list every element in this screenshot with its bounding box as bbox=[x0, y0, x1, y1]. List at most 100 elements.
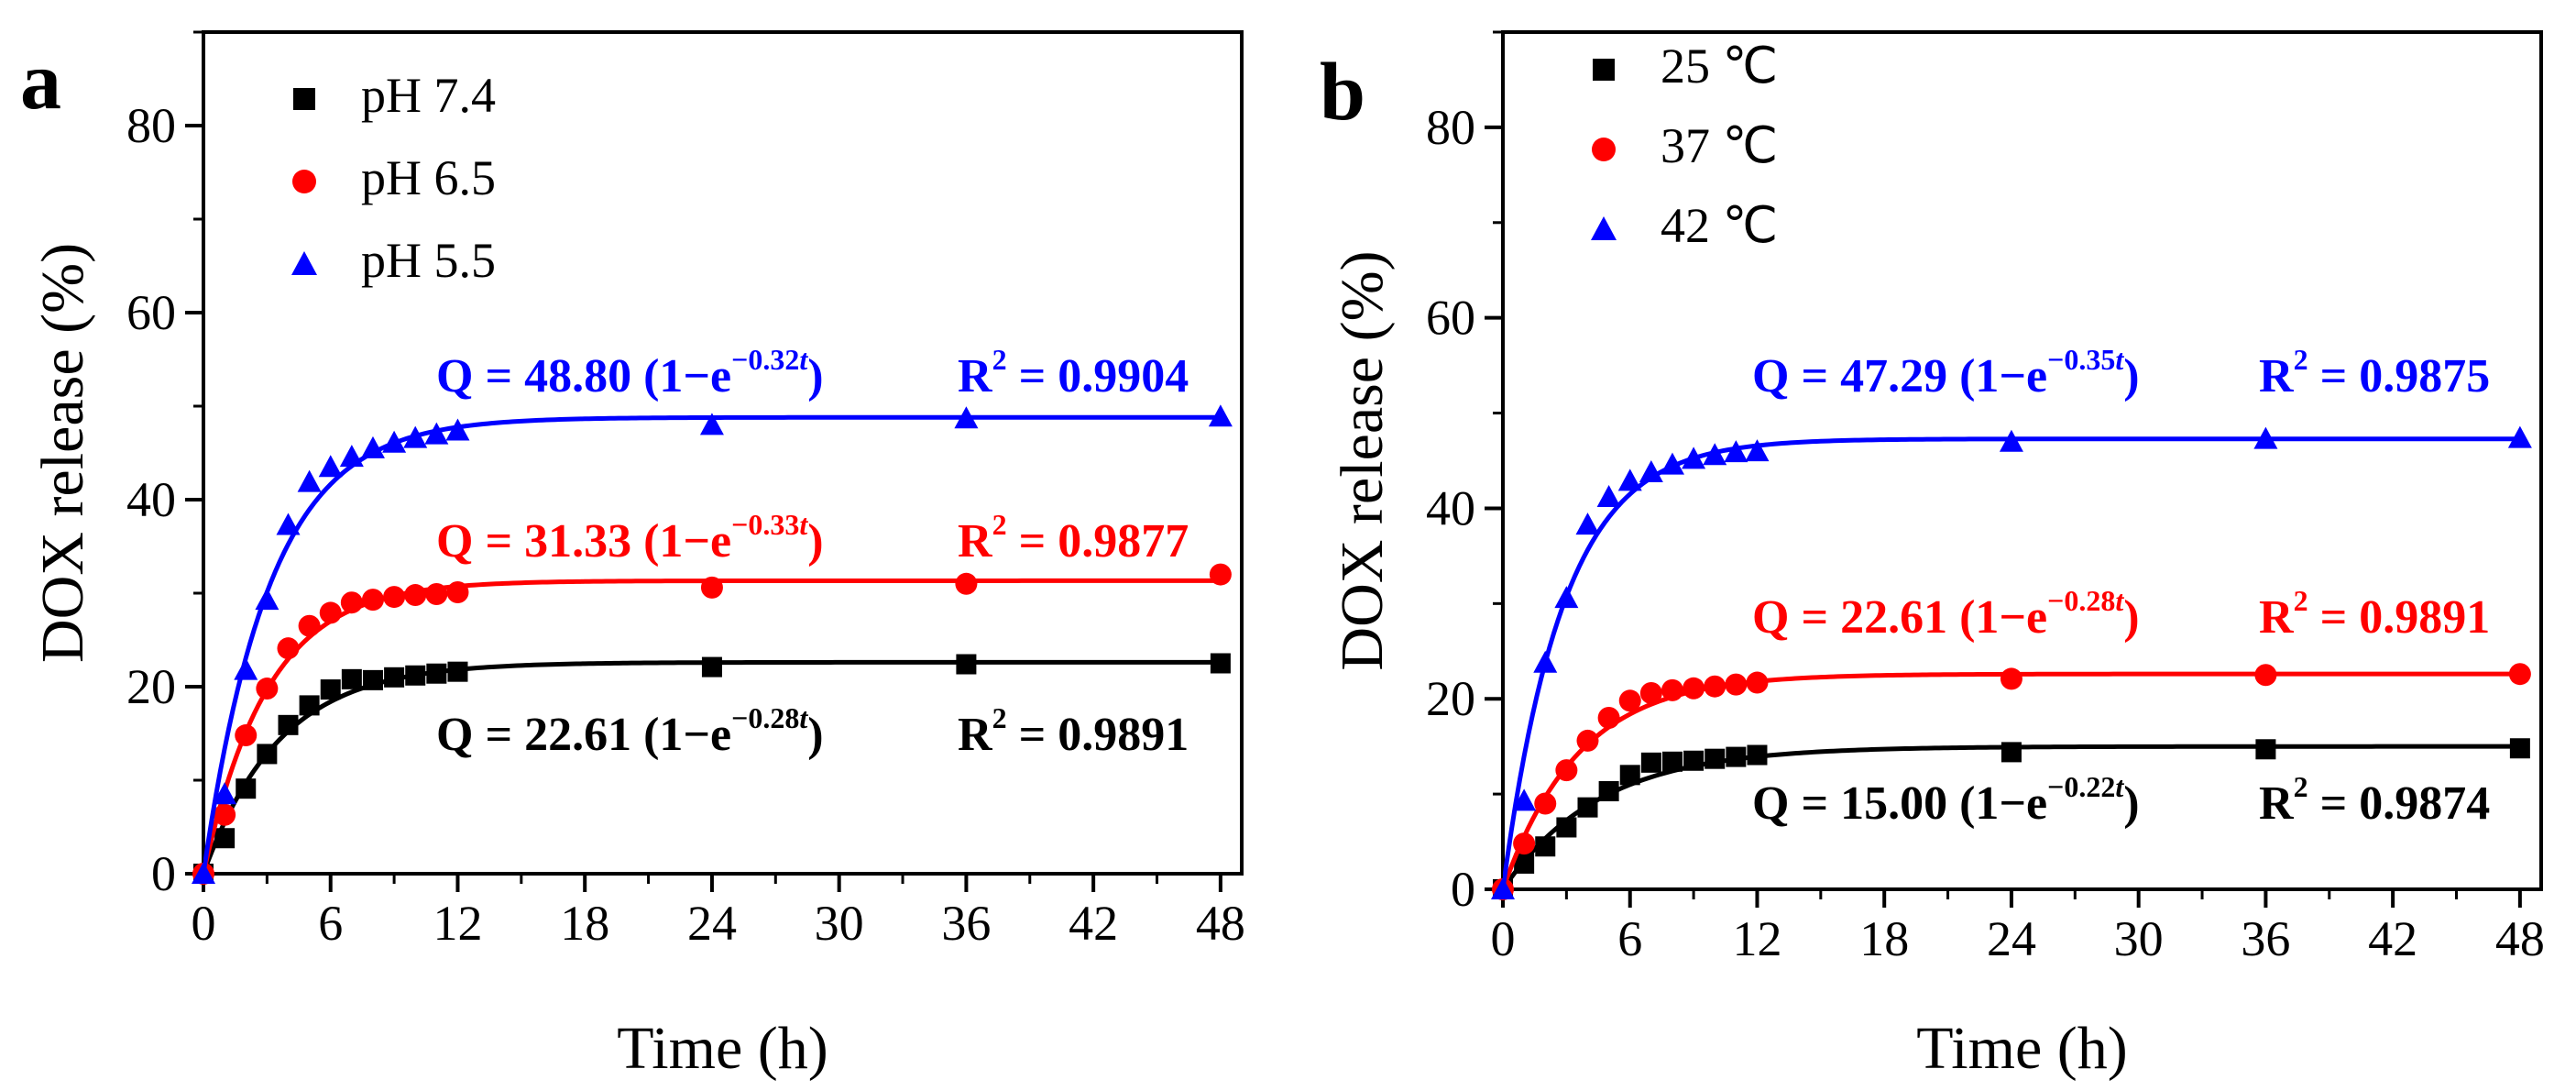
y-axis-title: DOX release (%) bbox=[1329, 250, 1396, 670]
legend-label: 42 ℃ bbox=[1661, 198, 1778, 253]
data-point bbox=[1725, 673, 1748, 696]
x-tick-label: 24 bbox=[687, 896, 737, 951]
r-squared-label: R2 = 0.9891 bbox=[958, 701, 1189, 761]
data-point bbox=[339, 445, 364, 468]
data-point bbox=[1513, 832, 1536, 855]
legend-label: pH 7.4 bbox=[361, 68, 496, 123]
data-point bbox=[214, 803, 236, 826]
r-squared-label: R2 = 0.9891 bbox=[2259, 584, 2490, 644]
y-tick-label: 80 bbox=[1426, 100, 1475, 155]
data-point bbox=[1618, 689, 1641, 712]
data-point bbox=[1639, 459, 1663, 482]
y-tick-label: 20 bbox=[1426, 671, 1475, 726]
data-point bbox=[382, 430, 407, 453]
data-point bbox=[318, 455, 343, 478]
panel-label: b bbox=[1320, 47, 1365, 138]
data-point bbox=[2255, 739, 2276, 760]
y-tick-label: 80 bbox=[126, 98, 176, 153]
data-point bbox=[956, 654, 977, 675]
data-point bbox=[298, 614, 321, 637]
legend-marker bbox=[1593, 59, 1615, 81]
data-point bbox=[213, 782, 237, 805]
r-squared-label: R2 = 0.9904 bbox=[958, 343, 1189, 402]
data-point bbox=[1575, 512, 1600, 535]
data-point bbox=[1660, 452, 1684, 475]
x-tick-label: 24 bbox=[1987, 911, 2036, 966]
x-tick-label: 18 bbox=[560, 896, 609, 951]
x-tick-label: 36 bbox=[941, 896, 991, 951]
data-point bbox=[1683, 750, 1705, 771]
data-point bbox=[447, 661, 468, 682]
data-point bbox=[1555, 759, 1578, 782]
data-point bbox=[360, 435, 385, 458]
series-square: pH 7.4 Q = 22.61 (1−e−0.28t) R2 = 0.9891 bbox=[193, 68, 1231, 884]
data-point bbox=[2508, 663, 2531, 686]
y-tick-label: 0 bbox=[1451, 862, 1475, 917]
x-tick-label: 42 bbox=[2368, 911, 2417, 966]
series-triangle: 42 ℃ Q = 47.29 (1−e−0.35t) R2 = 0.9875 bbox=[1491, 198, 2532, 899]
data-point bbox=[1512, 788, 1537, 811]
data-point bbox=[383, 586, 406, 609]
data-point bbox=[955, 572, 978, 595]
data-point bbox=[1535, 836, 1556, 857]
data-point bbox=[361, 589, 384, 612]
chart-panel-a: a 0 6 12 18 24 30 36 42 48 0 20 40 60 80 Time (h) DOX re… bbox=[20, 30, 1245, 1082]
legend-label: pH 6.5 bbox=[361, 150, 496, 205]
data-point bbox=[1703, 443, 1727, 466]
data-point bbox=[700, 576, 723, 599]
data-point bbox=[299, 695, 320, 716]
data-point bbox=[1704, 675, 1726, 698]
x-tick-label: 6 bbox=[318, 896, 343, 951]
data-point bbox=[1209, 563, 1232, 586]
chart-panel-b: b 0 6 12 18 24 30 36 42 48 0 20 40 60 80 Time (h) DOX re… bbox=[1320, 30, 2545, 1082]
series-circle: pH 6.5 Q = 31.33 (1−e−0.33t) R2 = 0.9877 bbox=[192, 150, 1232, 885]
fit-equation: Q = 48.80 (1−e−0.32t) bbox=[436, 343, 824, 402]
data-point bbox=[340, 591, 363, 614]
x-tick-label: 48 bbox=[2495, 911, 2545, 966]
data-point bbox=[2253, 426, 2278, 449]
fit-curve bbox=[203, 659, 1221, 874]
data-point bbox=[341, 668, 362, 689]
data-point bbox=[1576, 729, 1599, 752]
data-point bbox=[1534, 792, 1557, 815]
legend-marker bbox=[1592, 138, 1616, 161]
data-point bbox=[1640, 752, 1661, 773]
legend-marker bbox=[291, 251, 317, 275]
x-tick-label: 30 bbox=[815, 896, 864, 951]
data-point bbox=[1726, 746, 1747, 767]
y-axis-title: DOX release (%) bbox=[29, 243, 96, 663]
legend-marker bbox=[293, 88, 315, 110]
data-point bbox=[1661, 751, 1683, 772]
fit-equation: Q = 31.33 (1−e−0.33t) bbox=[436, 508, 824, 568]
x-tick-label: 30 bbox=[2114, 911, 2164, 966]
data-point bbox=[234, 657, 258, 680]
r-squared-label: R2 = 0.9875 bbox=[2259, 343, 2490, 402]
data-point bbox=[214, 828, 236, 849]
data-point bbox=[2507, 425, 2532, 448]
y-tick-label: 20 bbox=[126, 659, 176, 714]
data-point bbox=[257, 744, 278, 765]
data-point bbox=[319, 601, 342, 624]
data-point bbox=[192, 862, 215, 884]
data-point bbox=[1661, 678, 1683, 701]
legend-label: 25 ℃ bbox=[1661, 39, 1778, 94]
x-tick-label: 12 bbox=[1732, 911, 1781, 966]
data-point bbox=[362, 669, 383, 690]
fit-equation: Q = 22.61 (1−e−0.28t) bbox=[1752, 584, 2140, 644]
x-tick-label: 36 bbox=[2241, 911, 2290, 966]
x-tick-label: 0 bbox=[192, 896, 216, 951]
y-tick-label: 60 bbox=[1426, 291, 1475, 346]
data-point bbox=[1746, 671, 1769, 694]
data-point bbox=[1577, 797, 1598, 818]
data-point bbox=[320, 679, 341, 700]
data-point bbox=[2000, 667, 2022, 690]
data-point bbox=[276, 512, 301, 535]
x-tick-label: 0 bbox=[1491, 911, 1516, 966]
plot-frame bbox=[1501, 30, 2543, 891]
data-point bbox=[699, 413, 724, 435]
data-point bbox=[954, 406, 979, 429]
y-tick-label: 40 bbox=[1426, 480, 1475, 535]
fit-equation: Q = 15.00 (1−e−0.22t) bbox=[1752, 770, 2140, 830]
legend-marker bbox=[292, 170, 316, 193]
